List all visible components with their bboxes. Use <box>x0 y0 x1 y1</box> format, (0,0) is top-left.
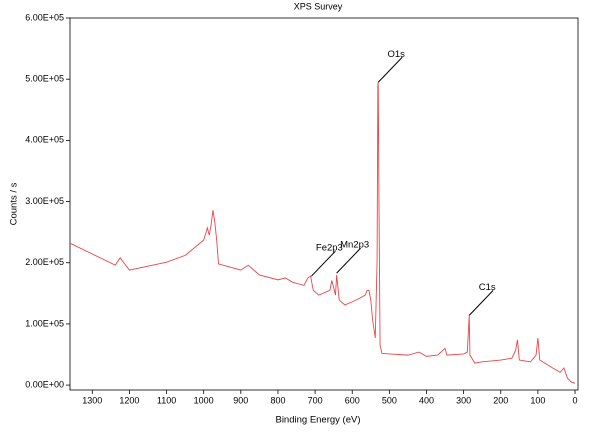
x-tick-label: 100 <box>530 395 545 405</box>
x-tick-label: 1300 <box>82 395 102 405</box>
spectrum-line <box>69 82 576 384</box>
annotation-leader <box>336 247 361 274</box>
y-axis-label: Counts / s <box>9 182 20 225</box>
annotation-label: O1s <box>387 49 405 60</box>
x-axis-label: Binding Energy (eV) <box>275 415 360 426</box>
x-tick-label: 500 <box>382 395 397 405</box>
x-tick-label: 400 <box>419 395 434 405</box>
x-tick-label: 700 <box>308 395 323 405</box>
x-tick-label: 900 <box>233 395 248 405</box>
x-tick-label: 1000 <box>194 395 214 405</box>
annotation-leader <box>377 56 403 83</box>
annotation-label: Mn2p3 <box>340 240 369 251</box>
y-tick-label: 6.00E+05 <box>25 12 64 22</box>
chart-title: XPS Survey <box>294 1 343 11</box>
x-tick-label: 1100 <box>157 395 176 405</box>
annotation-label: Fe2p3 <box>316 243 343 254</box>
x-tick-label: 300 <box>456 395 471 405</box>
y-tick-label: 0.00E+00 <box>25 379 64 389</box>
x-tick-label: 1200 <box>119 395 139 405</box>
x-tick-label: 200 <box>493 395 508 405</box>
plot-frame <box>69 17 579 391</box>
x-tick-label: 600 <box>345 395 360 405</box>
y-tick-label: 5.00E+05 <box>25 74 64 84</box>
annotation-leader <box>468 290 494 316</box>
y-tick-label: 2.00E+05 <box>25 257 64 267</box>
annotation-leader <box>311 250 336 277</box>
y-tick-label: 4.00E+05 <box>25 135 64 145</box>
y-tick-label: 3.00E+05 <box>25 196 64 206</box>
y-tick-label: 1.00E+05 <box>25 318 64 328</box>
annotation-label: C1s <box>479 282 496 293</box>
x-tick-label: 800 <box>270 395 285 405</box>
x-tick-label: 0 <box>573 395 578 405</box>
